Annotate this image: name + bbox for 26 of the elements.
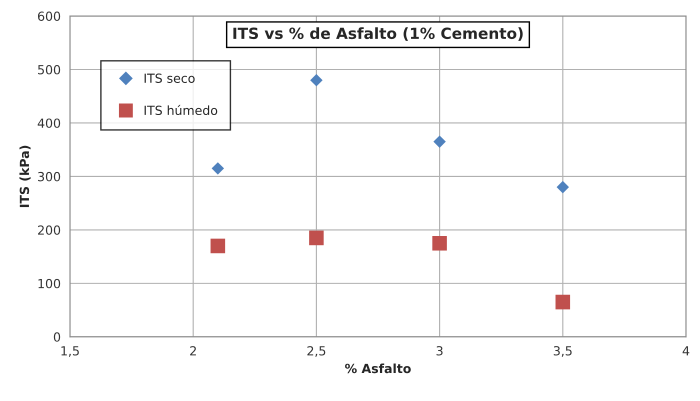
point: [310, 74, 323, 86]
x-tick-label: 2: [190, 346, 196, 356]
point: [309, 230, 324, 246]
y-tick-label: 400: [38, 118, 60, 128]
y-tick-label: 0: [54, 332, 60, 342]
legend-label: ITS seco: [144, 74, 195, 83]
text: ITS vs % de Asfalto (1% Cemento): [233, 27, 523, 41]
x-tick-label: 3,5: [554, 346, 572, 357]
y-tick-label: 300: [38, 172, 60, 182]
point: [433, 135, 446, 148]
point: [432, 236, 447, 251]
point: [212, 162, 224, 175]
point: [556, 180, 570, 194]
x-tick-label: 2,5: [307, 346, 326, 357]
y-tick-label: 200: [38, 225, 60, 235]
x-axis-title: % Asfalto: [345, 364, 411, 374]
x-tick-label: 4: [682, 346, 690, 356]
y-axis-title: ITS (kPa): [19, 146, 31, 208]
y-tick-label: 100: [38, 278, 60, 288]
y-tick-label: 600: [38, 12, 60, 21]
x-tick-label: 3: [436, 346, 443, 356]
point: [210, 238, 226, 254]
legend-label: ITS húmedo: [144, 104, 218, 116]
y-tick-label: 500: [38, 64, 60, 74]
x-tick-label: 1,5: [61, 346, 79, 357]
point: [556, 294, 570, 310]
